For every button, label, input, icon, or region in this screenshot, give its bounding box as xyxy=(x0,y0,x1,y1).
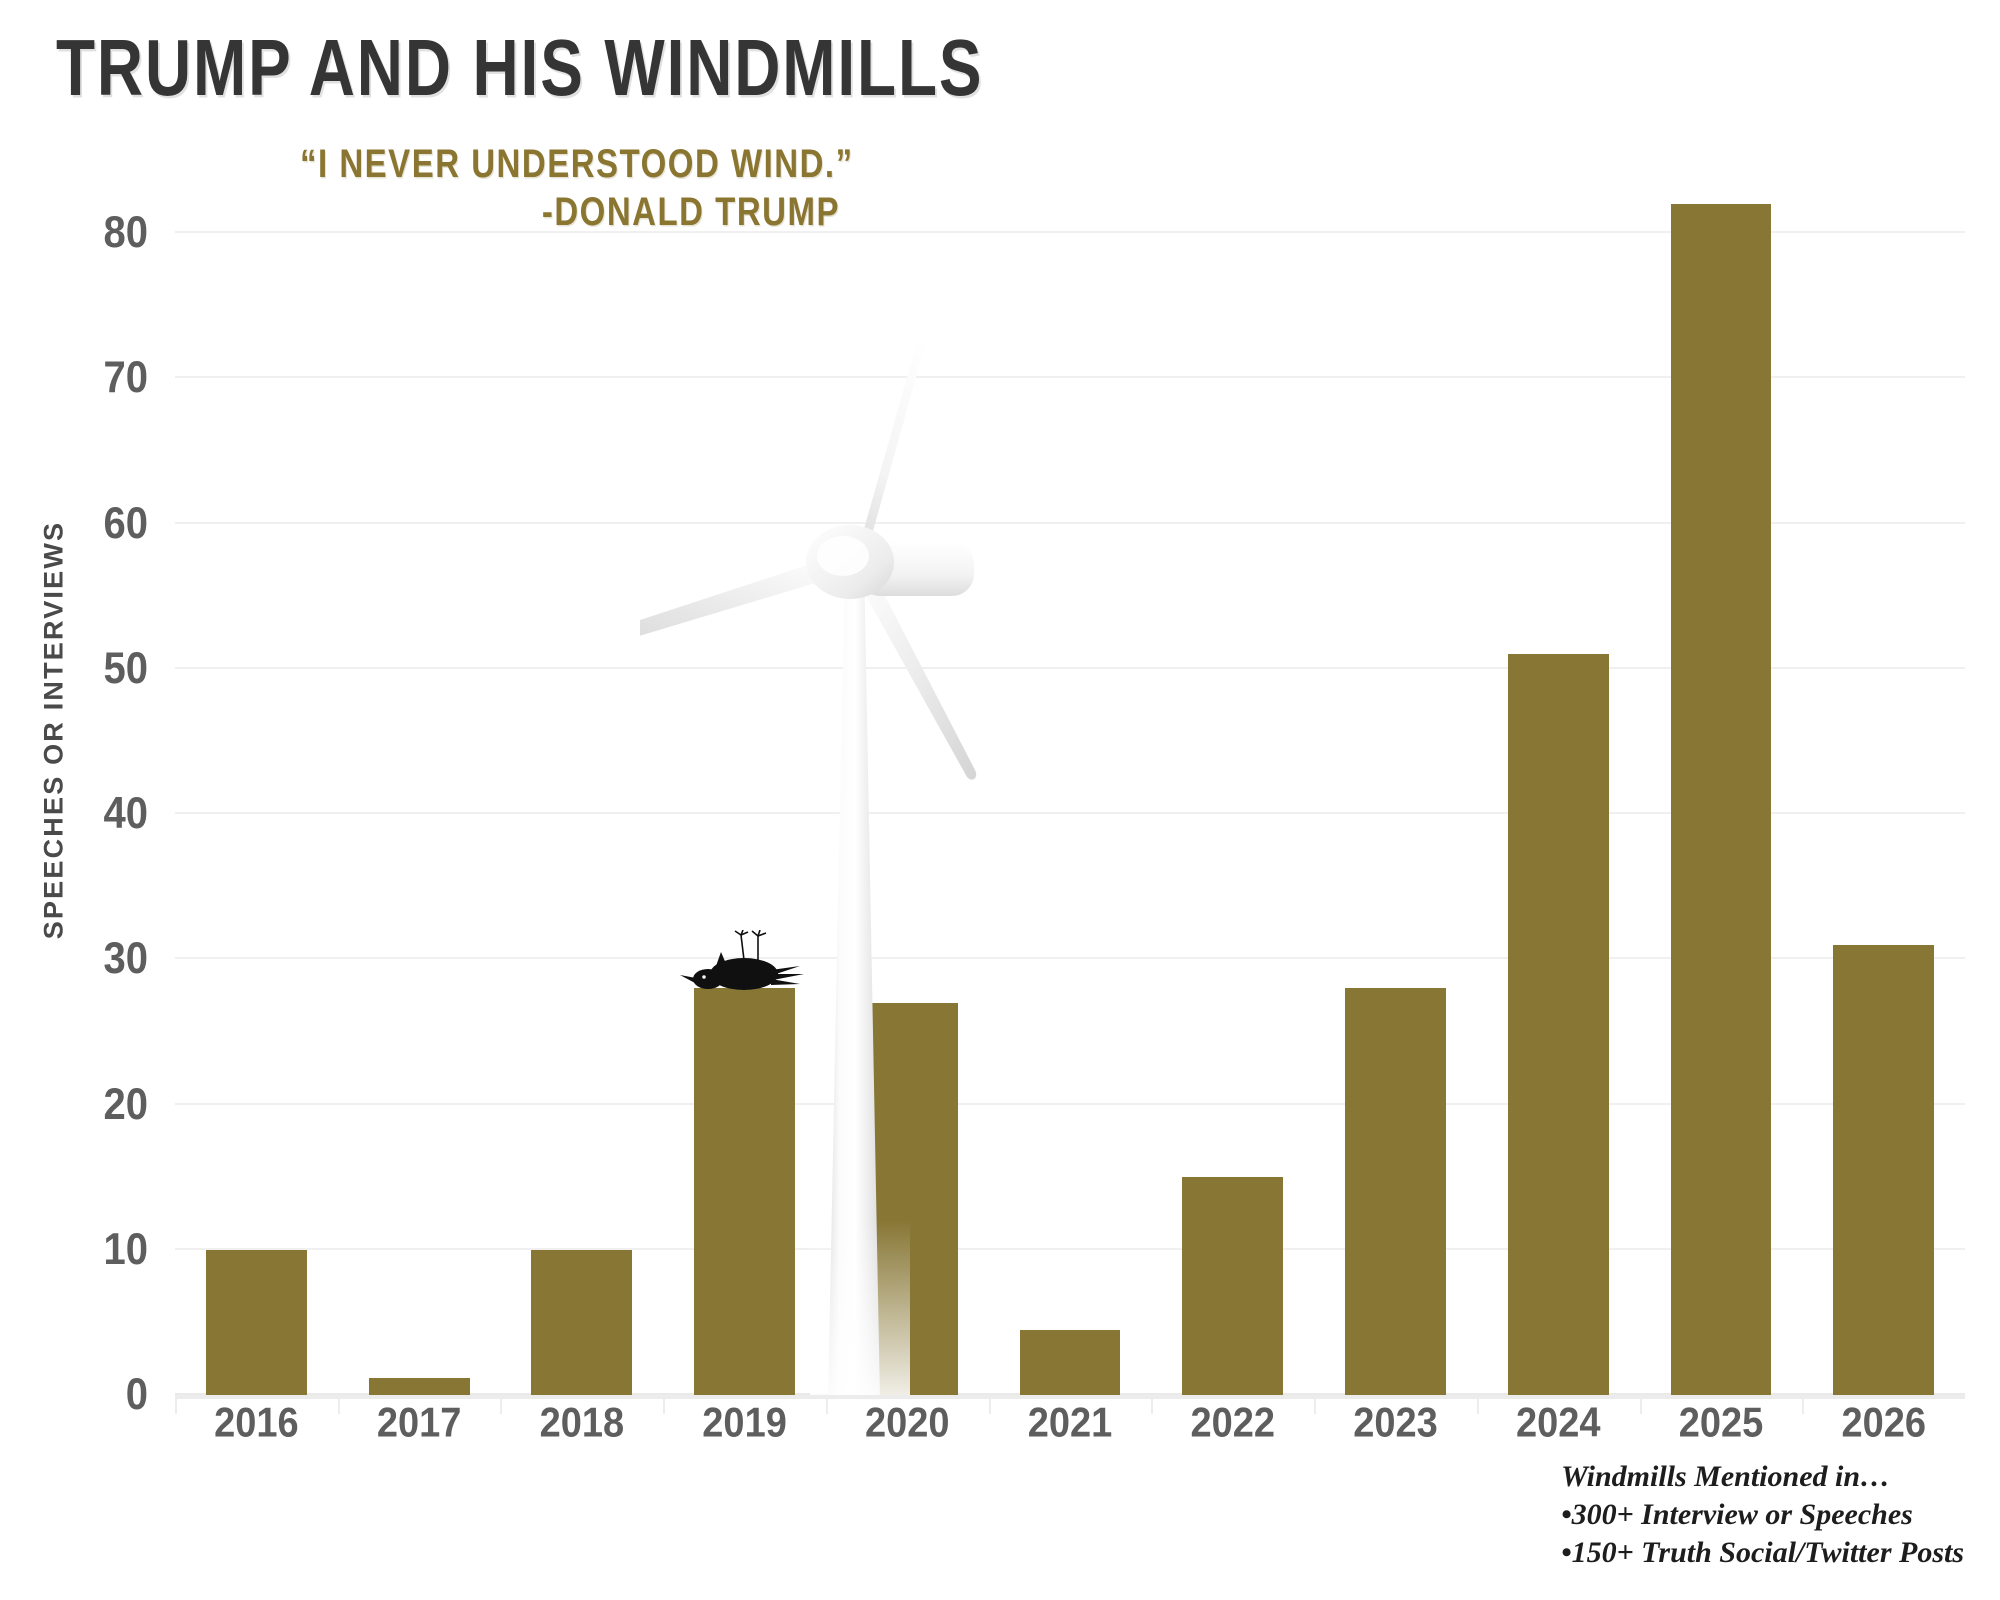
footnote-heading: Windmills Mentioned in… xyxy=(1561,1460,1891,1493)
bar-2018[interactable] xyxy=(531,1249,633,1395)
x-tick-cell-2021: 2021 xyxy=(988,1398,1152,1458)
x-tick-mark-2016 xyxy=(175,1398,177,1414)
y-tick-label-30: 30 xyxy=(103,934,149,984)
x-tick-cell-2020: 2020 xyxy=(825,1398,989,1458)
gridline-30 xyxy=(175,957,1965,960)
x-tick-label-2018: 2018 xyxy=(539,1400,625,1447)
bar-cell-2025 xyxy=(1640,203,1803,1395)
x-tick-label-2022: 2022 xyxy=(1190,1400,1276,1447)
plot-area xyxy=(175,203,1965,1395)
x-tick-mark-2017 xyxy=(337,1398,340,1414)
gridline-50 xyxy=(175,666,1965,669)
x-tick-cell-2019: 2019 xyxy=(663,1398,826,1458)
bar-2021[interactable] xyxy=(1019,1329,1121,1395)
x-tick-cell-2022: 2022 xyxy=(1151,1398,1314,1458)
x-tick-label-2019: 2019 xyxy=(702,1400,787,1447)
bar-cell-2017 xyxy=(338,233,501,1395)
bar-2025[interactable] xyxy=(1670,203,1772,1395)
bar-cell-2016 xyxy=(175,233,338,1395)
bar-2022[interactable] xyxy=(1182,1177,1284,1395)
y-tick-label-40: 40 xyxy=(103,788,149,839)
bar-2020[interactable] xyxy=(856,1002,958,1395)
x-tick-mark-2018 xyxy=(500,1398,503,1414)
bar-2017[interactable] xyxy=(368,1377,470,1395)
gridline-60 xyxy=(175,521,1965,524)
y-tick-label-80: 80 xyxy=(103,207,149,258)
x-tick-cell-2018: 2018 xyxy=(500,1398,663,1458)
gridline-10 xyxy=(175,1247,1965,1250)
gridline-70 xyxy=(175,376,1965,379)
x-tick-label-2021: 2021 xyxy=(1027,1400,1113,1447)
y-axis-tick-labels: 0 10 20 30 40 50 60 70 80 xyxy=(28,208,149,1419)
x-tick-label-2024: 2024 xyxy=(1515,1400,1601,1447)
bar-2016[interactable] xyxy=(205,1249,307,1395)
quote-annotation: “I NEVER UNDERSTOOD WIND.” -DONALD TRUMP xyxy=(300,140,854,237)
x-tick-mark-2021 xyxy=(988,1398,991,1414)
bar-2019[interactable] xyxy=(694,988,796,1395)
x-tick-mark-2026 xyxy=(1802,1398,1805,1414)
x-tick-cell-2023: 2023 xyxy=(1314,1398,1477,1458)
y-tick-label-10: 10 xyxy=(103,1224,149,1274)
x-axis-tick-labels: 2016 2017 2018 2019 2020 2021 2022 2023 2024 2025… xyxy=(175,1398,1965,1458)
x-tick-cell-2024: 2024 xyxy=(1476,1398,1640,1458)
x-tick-mark-2023 xyxy=(1314,1398,1317,1414)
y-tick-label-60: 60 xyxy=(103,498,149,548)
x-tick-label-2026: 2026 xyxy=(1841,1400,1926,1447)
footnote-block: Windmills Mentioned in… •300+ Interview … xyxy=(1561,1458,1964,1571)
gridline-20 xyxy=(175,1102,1965,1105)
bar-2026[interactable] xyxy=(1833,944,1935,1395)
bar-2023[interactable] xyxy=(1345,988,1446,1395)
x-tick-mark-2020 xyxy=(825,1398,828,1414)
bar-cell-2026 xyxy=(1802,233,1965,1395)
x-tick-label-2016: 2016 xyxy=(214,1400,299,1447)
bar-cell-2021 xyxy=(989,233,1152,1395)
quote-line-2: -DONALD TRUMP xyxy=(541,189,840,234)
x-tick-mark-2022 xyxy=(1151,1398,1154,1414)
page-title: TRUMP AND HIS WINDMILLS xyxy=(56,23,984,113)
bar-cell-2019 xyxy=(663,233,826,1395)
x-tick-cell-2025: 2025 xyxy=(1639,1398,1803,1458)
x-tick-mark-2025 xyxy=(1639,1398,1642,1414)
bar-cell-2020 xyxy=(826,233,989,1395)
bar-2024[interactable] xyxy=(1507,654,1609,1395)
bar-cell-2018 xyxy=(500,233,663,1395)
x-tick-label-2023: 2023 xyxy=(1353,1400,1438,1447)
x-axis-line xyxy=(175,1395,1965,1399)
x-tick-cell-2017: 2017 xyxy=(337,1398,501,1458)
y-tick-label-70: 70 xyxy=(103,353,149,403)
x-tick-label-2017: 2017 xyxy=(376,1400,462,1447)
x-tick-label-2020: 2020 xyxy=(865,1400,950,1447)
gridline-80 xyxy=(175,231,1965,233)
footnote-item-1: •300+ Interview or Speeches xyxy=(1561,1497,1913,1531)
x-tick-cell-2016: 2016 xyxy=(175,1398,338,1458)
bar-cell-2022 xyxy=(1151,233,1314,1395)
y-tick-label-50: 50 xyxy=(103,643,149,693)
bar-cell-2023 xyxy=(1314,233,1477,1395)
x-tick-label-2025: 2025 xyxy=(1678,1400,1764,1447)
bar-series xyxy=(175,203,1965,1395)
bar-cell-2024 xyxy=(1477,233,1640,1395)
footnote-item-2: •150+ Truth Social/Twitter Posts xyxy=(1561,1535,1964,1569)
quote-line-1: “I NEVER UNDERSTOOD WIND.” xyxy=(300,141,854,186)
x-tick-mark-2024 xyxy=(1476,1398,1479,1414)
y-tick-label-0: 0 xyxy=(125,1369,148,1420)
y-tick-label-20: 20 xyxy=(103,1079,149,1129)
x-tick-cell-2026: 2026 xyxy=(1802,1398,1965,1458)
gridline-40 xyxy=(175,812,1965,814)
x-tick-mark-2019 xyxy=(663,1398,666,1414)
